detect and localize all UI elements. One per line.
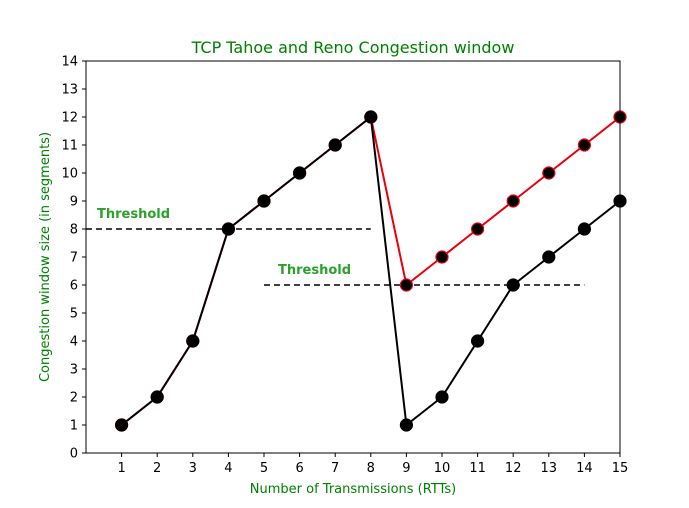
data-point xyxy=(435,390,449,404)
chart-title: TCP Tahoe and Reno Congestion window xyxy=(191,38,515,57)
x-tick-label: 4 xyxy=(224,461,232,476)
x-axis-label: Number of Transmissions (RTTs) xyxy=(250,482,456,497)
x-tick-label: 15 xyxy=(612,461,629,476)
y-tick-label: 2 xyxy=(70,391,78,406)
data-point xyxy=(542,250,556,264)
data-point xyxy=(435,250,449,264)
data-point xyxy=(399,278,413,292)
x-tick-label: 2 xyxy=(153,461,161,476)
x-tick-label: 13 xyxy=(541,461,558,476)
y-tick-label: 1 xyxy=(70,419,78,434)
threshold-label: Threshold xyxy=(278,263,351,278)
y-tick-label: 13 xyxy=(61,83,78,98)
y-tick-label: 8 xyxy=(70,223,78,238)
x-tick-label: 3 xyxy=(189,461,197,476)
data-point xyxy=(577,138,592,152)
y-tick-label: 6 xyxy=(70,279,78,294)
y-tick-label: 9 xyxy=(70,195,78,210)
data-point xyxy=(506,278,520,292)
data-point xyxy=(150,390,164,404)
data-point xyxy=(399,418,413,432)
y-tick-label: 10 xyxy=(61,167,78,182)
x-tick-label: 8 xyxy=(367,461,375,476)
data-point xyxy=(471,222,485,236)
x-tick-label: 11 xyxy=(469,461,486,476)
y-tick-label: 4 xyxy=(70,335,78,350)
data-point xyxy=(328,138,342,152)
data-point xyxy=(471,334,485,348)
threshold-lines: Threshold Threshold xyxy=(86,207,585,286)
y-tick-label: 11 xyxy=(61,139,78,154)
x-tick-label: 7 xyxy=(331,461,339,476)
x-tick-label: 12 xyxy=(505,461,522,476)
x-tick-label: 10 xyxy=(434,461,451,476)
y-tick-label: 7 xyxy=(70,251,78,266)
series-line xyxy=(120,116,621,426)
y-tick-label: 14 xyxy=(61,55,78,70)
threshold-label: Threshold xyxy=(97,207,170,222)
data-point xyxy=(114,418,129,432)
data-point xyxy=(542,166,556,180)
series-line xyxy=(120,116,621,426)
data-point xyxy=(293,166,307,180)
x-tick-label: 1 xyxy=(117,461,125,476)
x-tick-label: 9 xyxy=(402,461,410,476)
data-point xyxy=(257,194,271,208)
x-tick-label: 14 xyxy=(576,461,593,476)
series-layer xyxy=(114,110,627,432)
x-axis: 1 2 3 4 5 6 7 8 9 10 11 12 13 14 15 xyxy=(117,453,628,476)
data-point xyxy=(186,334,200,348)
y-axis-label: Congestion window size (in segments) xyxy=(38,132,53,382)
y-tick-label: 0 xyxy=(70,447,78,462)
data-point xyxy=(364,110,378,124)
y-tick-label: 12 xyxy=(61,111,78,126)
data-point xyxy=(577,222,592,236)
data-point xyxy=(221,222,235,236)
plot-frame xyxy=(85,60,621,454)
y-tick-label: 3 xyxy=(70,363,78,378)
x-tick-label: 6 xyxy=(295,461,303,476)
data-point xyxy=(506,194,520,208)
x-tick-label: 5 xyxy=(260,461,268,476)
y-tick-label: 5 xyxy=(70,307,78,322)
